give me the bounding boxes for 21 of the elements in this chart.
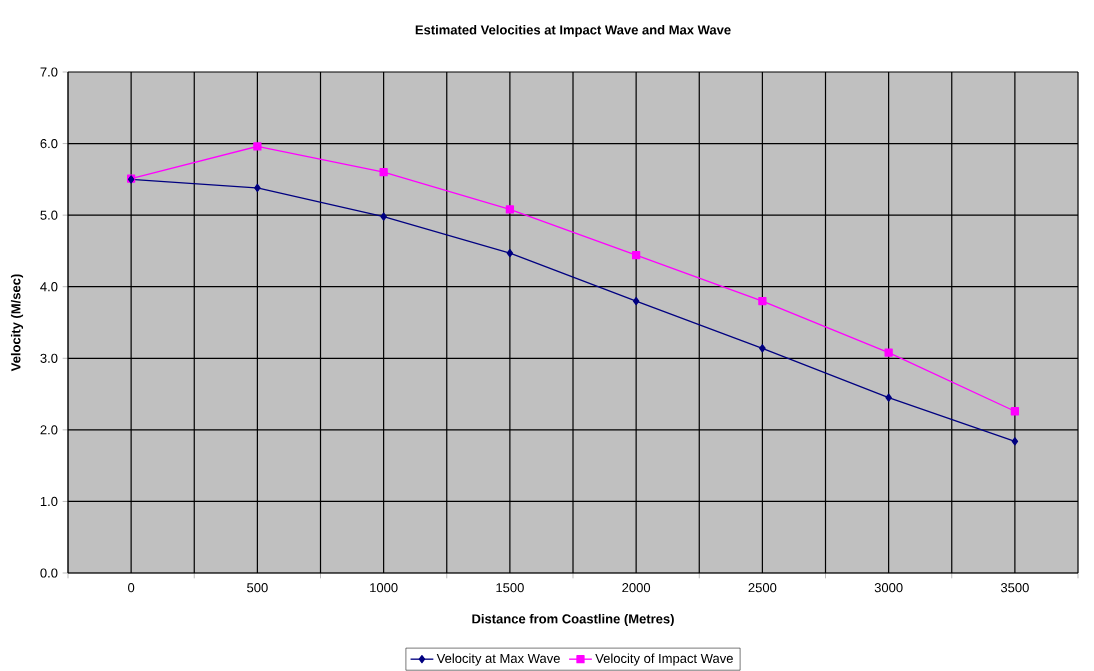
x-tick-label: 3000	[874, 583, 903, 593]
x-tick-label: 2500	[748, 583, 777, 593]
x-tick-label: 500	[247, 583, 268, 593]
y-tick-label: 3.0	[40, 353, 58, 363]
y-tick-label: 7.0	[40, 67, 58, 77]
y-tick-label: 5.0	[40, 210, 58, 220]
y-tick-label: 1.0	[40, 496, 58, 507]
x-tick-label: 1500	[496, 583, 524, 593]
x-axis-title: Distance from Coastline (Metres)	[472, 613, 674, 627]
chart-title: Estimated Velocities at Impact Wave and Max Wave	[415, 24, 731, 38]
legend-label: Velocity at Max Wave	[436, 653, 560, 666]
x-tick-label: 2000	[622, 583, 651, 593]
legend-label: Velocity of Impact Wave	[595, 653, 733, 666]
x-tick-label: 1000	[370, 583, 398, 593]
y-axis-title: Velocity (M/sec)	[10, 274, 24, 372]
y-tick-label: 6.0	[40, 138, 58, 149]
x-tick-label: 0	[128, 583, 135, 593]
x-tick-label: 3500	[1000, 583, 1029, 593]
y-tick-label: 0.0	[40, 568, 58, 578]
y-tick-label: 4.0	[40, 282, 58, 292]
y-tick-label: 2.0	[40, 425, 58, 435]
